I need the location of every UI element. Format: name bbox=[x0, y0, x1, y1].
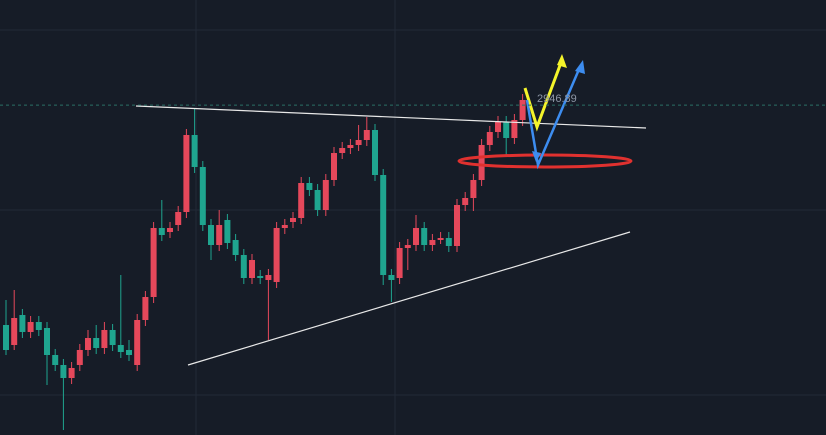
candle-body bbox=[363, 130, 370, 140]
candle-body bbox=[85, 338, 91, 350]
candle-body bbox=[76, 350, 83, 365]
candle-body bbox=[404, 245, 411, 248]
candle-body bbox=[134, 320, 141, 365]
candle-body bbox=[68, 368, 75, 378]
arrow-head bbox=[557, 54, 567, 68]
candle-body bbox=[216, 225, 223, 245]
candle-body bbox=[372, 130, 378, 175]
candle-body bbox=[462, 198, 469, 205]
candle-body bbox=[183, 135, 190, 212]
candle-body bbox=[388, 275, 395, 280]
trendline bbox=[135, 105, 647, 129]
candle-body bbox=[240, 255, 247, 278]
candle-body bbox=[421, 228, 428, 245]
candle-body bbox=[298, 183, 305, 218]
candle-body bbox=[101, 330, 108, 348]
candle-body bbox=[11, 318, 18, 345]
candle-body bbox=[3, 325, 9, 350]
trendline bbox=[187, 231, 631, 366]
candle-body bbox=[380, 175, 387, 275]
candle-body bbox=[355, 140, 362, 145]
candle-body bbox=[93, 338, 100, 348]
candle-body bbox=[454, 205, 460, 246]
candle-body bbox=[265, 275, 272, 280]
candle-body bbox=[306, 183, 313, 190]
candle-body bbox=[486, 132, 493, 145]
candle-body bbox=[503, 122, 510, 138]
candle-body bbox=[331, 153, 337, 180]
arrow bbox=[523, 59, 564, 132]
candle-body bbox=[281, 225, 288, 228]
candle-body bbox=[142, 297, 149, 320]
candle-body bbox=[347, 145, 354, 148]
candle-body bbox=[44, 328, 50, 355]
candle-body bbox=[314, 190, 321, 210]
candle-body bbox=[470, 180, 477, 198]
candle-body bbox=[167, 228, 173, 232]
annotations bbox=[135, 54, 647, 366]
candle-body bbox=[158, 228, 165, 235]
candle-body bbox=[273, 228, 280, 282]
candle-body bbox=[191, 135, 198, 167]
candle-body bbox=[429, 240, 436, 245]
candle-body bbox=[126, 350, 132, 355]
candle-body bbox=[249, 260, 255, 278]
candle-body bbox=[478, 145, 485, 180]
candle-body bbox=[109, 330, 116, 345]
candle-body bbox=[35, 322, 42, 330]
arrow-head bbox=[575, 60, 585, 74]
arrow bbox=[525, 66, 582, 170]
candle-body bbox=[519, 100, 526, 120]
candle-body bbox=[117, 345, 124, 352]
candle-body bbox=[495, 122, 501, 132]
candle-body bbox=[208, 225, 214, 245]
candle-body bbox=[339, 148, 346, 153]
price-label: 2946.89 bbox=[537, 93, 577, 105]
candle-body bbox=[199, 167, 206, 225]
candle-body bbox=[150, 228, 157, 297]
candle-body bbox=[396, 248, 403, 278]
highlight-ellipse bbox=[457, 153, 633, 169]
arrow-head bbox=[532, 151, 541, 162]
candle-body bbox=[290, 218, 296, 222]
candle-body bbox=[232, 240, 239, 255]
candles bbox=[3, 94, 526, 430]
candle-body bbox=[322, 180, 329, 210]
candle-body bbox=[511, 120, 518, 138]
candle-body bbox=[224, 220, 231, 243]
candle-body bbox=[413, 228, 419, 245]
candle-body bbox=[27, 322, 34, 332]
candle-body bbox=[60, 365, 67, 378]
candle-body bbox=[437, 238, 444, 240]
candle-body bbox=[445, 238, 452, 246]
candle-body bbox=[175, 212, 182, 225]
candle-body bbox=[19, 315, 26, 332]
candle-body bbox=[52, 355, 59, 365]
candle-body bbox=[257, 276, 264, 278]
